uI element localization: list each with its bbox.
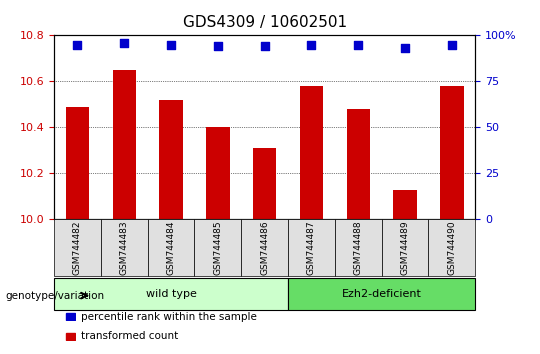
Bar — [66, 333, 75, 340]
Text: GSM744486: GSM744486 — [260, 221, 269, 275]
Point — [260, 44, 269, 49]
Bar — [393, 189, 417, 219]
Text: GSM744490: GSM744490 — [447, 221, 456, 275]
FancyBboxPatch shape — [54, 219, 101, 276]
FancyBboxPatch shape — [288, 278, 475, 310]
FancyBboxPatch shape — [101, 219, 147, 276]
Text: GSM744483: GSM744483 — [120, 221, 129, 275]
Point — [307, 42, 316, 47]
Point — [401, 45, 409, 51]
Text: GSM744482: GSM744482 — [73, 221, 82, 275]
FancyBboxPatch shape — [147, 219, 194, 276]
Point — [448, 42, 456, 47]
Text: transformed count: transformed count — [81, 331, 178, 341]
FancyBboxPatch shape — [382, 219, 428, 276]
Text: GSM744484: GSM744484 — [166, 221, 176, 275]
Bar — [112, 70, 136, 219]
Text: GSM744485: GSM744485 — [213, 221, 222, 275]
FancyBboxPatch shape — [54, 278, 288, 310]
Text: wild type: wild type — [146, 289, 197, 299]
FancyBboxPatch shape — [335, 219, 382, 276]
Bar — [440, 86, 463, 219]
Point — [213, 44, 222, 49]
FancyBboxPatch shape — [288, 219, 335, 276]
Text: percentile rank within the sample: percentile rank within the sample — [81, 312, 257, 322]
Point — [120, 40, 129, 46]
Bar — [300, 86, 323, 219]
Text: GSM744489: GSM744489 — [401, 221, 409, 275]
Point — [167, 42, 176, 47]
Bar — [347, 109, 370, 219]
Bar — [66, 107, 89, 219]
Bar — [66, 313, 75, 320]
Text: GSM744487: GSM744487 — [307, 221, 316, 275]
Point — [73, 42, 82, 47]
FancyBboxPatch shape — [194, 219, 241, 276]
Bar — [159, 100, 183, 219]
Bar — [206, 127, 230, 219]
Title: GDS4309 / 10602501: GDS4309 / 10602501 — [183, 15, 347, 30]
Text: Ezh2-deficient: Ezh2-deficient — [342, 289, 422, 299]
Text: genotype/variation: genotype/variation — [5, 291, 105, 301]
Bar — [253, 148, 276, 219]
Text: GSM744488: GSM744488 — [354, 221, 363, 275]
FancyBboxPatch shape — [428, 219, 475, 276]
Point — [354, 42, 362, 47]
FancyBboxPatch shape — [241, 219, 288, 276]
